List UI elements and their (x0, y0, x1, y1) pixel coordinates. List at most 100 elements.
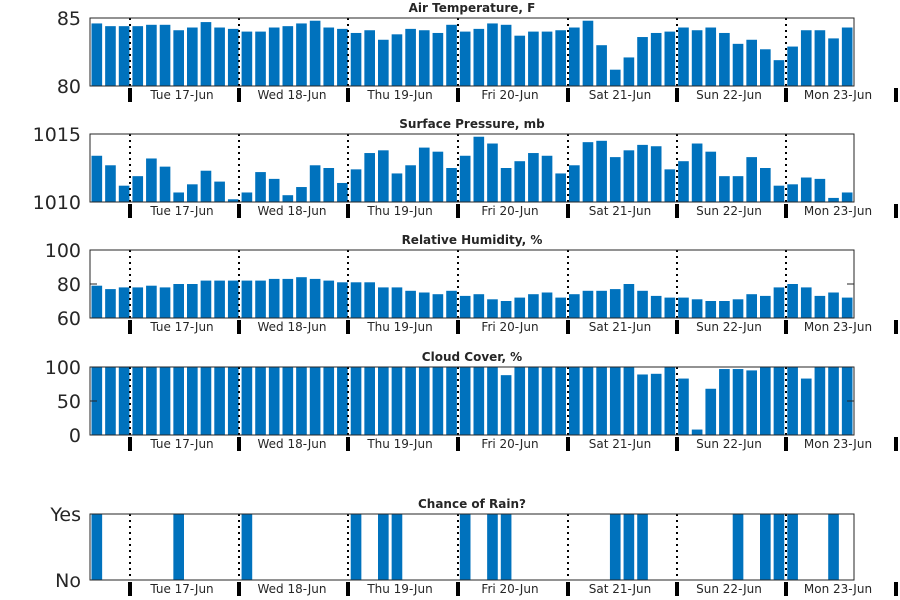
bar (487, 299, 498, 318)
bar (187, 284, 198, 318)
x-tick-label: Sat 21-Jun (589, 582, 652, 596)
bar (227, 280, 239, 318)
bar (691, 299, 703, 318)
bar (773, 367, 785, 435)
bar (323, 367, 335, 435)
panel-title: Chance of Rain? (418, 497, 526, 511)
bar (719, 301, 730, 318)
bar (323, 280, 335, 318)
bar (841, 27, 853, 86)
y-tick-label: Yes (49, 504, 81, 526)
bar (541, 155, 553, 202)
bar (814, 178, 826, 202)
bar (500, 301, 512, 318)
x-tick-label: Thu 19-Jun (366, 204, 432, 218)
panel-title: Cloud Cover, % (422, 350, 522, 364)
bar (760, 295, 771, 318)
bar (609, 289, 621, 318)
bar (378, 150, 389, 202)
bar (282, 26, 294, 86)
bar (828, 514, 839, 580)
bar (91, 23, 103, 86)
bar (350, 514, 362, 580)
bar (378, 367, 389, 435)
bar (391, 367, 403, 435)
bar (391, 287, 403, 318)
panel-title: Relative Humidity, % (402, 233, 543, 247)
plot-frame (89, 513, 855, 581)
y-tick-label: 1010 (33, 192, 81, 214)
bar (418, 30, 430, 87)
x-tick-label: Tue 17-Jun (149, 437, 213, 451)
bar (446, 367, 457, 435)
x-tick-label: Mon 23-Jun (804, 320, 872, 334)
bar (773, 60, 785, 86)
bar (173, 192, 184, 202)
bar (487, 514, 498, 580)
bar (514, 297, 526, 318)
bar (173, 514, 184, 580)
bar (446, 290, 457, 318)
bar (650, 146, 662, 202)
bar (664, 367, 676, 435)
bar (473, 294, 485, 318)
bar (500, 168, 512, 202)
bar (146, 158, 157, 202)
bar (609, 69, 621, 86)
bar (105, 165, 116, 202)
bar (746, 370, 757, 435)
bar (337, 282, 348, 318)
bar (828, 367, 839, 435)
bar (732, 299, 744, 318)
bar (541, 292, 553, 318)
bar (582, 20, 594, 86)
bar (255, 280, 266, 318)
bar (691, 429, 703, 435)
bar (678, 378, 689, 435)
x-tick-label: Wed 18-Jun (258, 320, 327, 334)
bar (364, 30, 375, 87)
bar (555, 173, 566, 202)
bar (268, 178, 280, 202)
bar (528, 153, 539, 202)
x-tick-label: Thu 19-Jun (366, 582, 432, 596)
bar (309, 165, 321, 202)
bar (800, 287, 812, 318)
x-tick-label: Fri 20-Jun (481, 582, 538, 596)
bar (132, 26, 144, 86)
bar (569, 27, 580, 86)
x-tick-label: Tue 17-Jun (149, 320, 213, 334)
bar (514, 161, 526, 202)
bar (364, 367, 375, 435)
x-tick-label: Sun 22-Jun (696, 582, 762, 596)
bar (719, 32, 730, 86)
x-tick-label: Wed 18-Jun (258, 437, 327, 451)
bar (623, 57, 635, 86)
panel-2: Surface Pressure, mb 1010 1015 Tue 17-Jun We… (33, 117, 898, 218)
bar (473, 28, 485, 87)
bar (800, 177, 812, 202)
bar (118, 26, 130, 86)
bar (350, 169, 362, 202)
bar (432, 294, 444, 318)
bar (760, 168, 771, 202)
bar (159, 287, 171, 318)
x-tick-label: Fri 20-Jun (481, 320, 538, 334)
bar (828, 292, 839, 318)
bar (623, 367, 635, 435)
bar (378, 39, 389, 86)
bar (841, 192, 853, 202)
bar (200, 280, 212, 318)
bar (705, 301, 717, 318)
bar (296, 187, 307, 202)
bar (241, 280, 253, 318)
bar (569, 165, 580, 202)
bar (596, 367, 607, 435)
bar (637, 374, 648, 435)
bar (760, 49, 771, 86)
bar (309, 278, 321, 318)
y-tick-label: 80 (57, 76, 81, 98)
bar (787, 514, 798, 580)
bar (296, 23, 307, 86)
bar (323, 168, 335, 202)
